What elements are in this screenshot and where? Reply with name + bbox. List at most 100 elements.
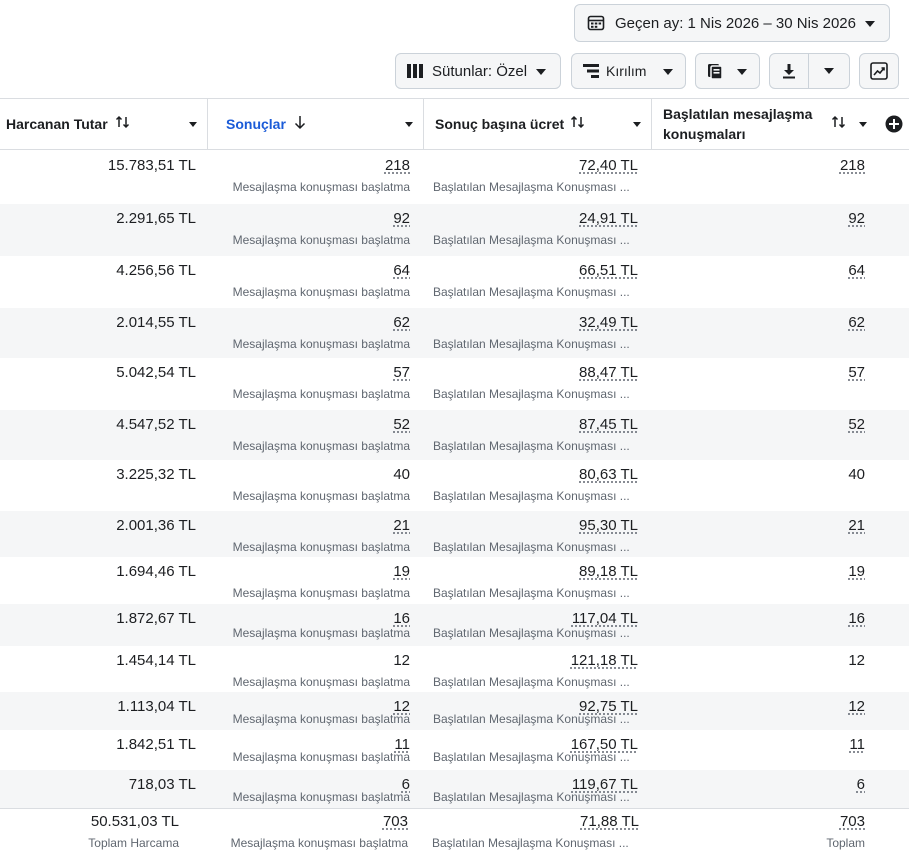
conversations-cell[interactable]: 16 (848, 610, 865, 627)
column-header-cost-per-result[interactable]: Sonuç başına ücret (424, 98, 652, 150)
column-header-conv-line2: konuşmaları (663, 126, 746, 142)
spend-cell: 2.291,65 TL (116, 210, 196, 227)
arrow-down-icon[interactable] (293, 114, 307, 135)
total-results-label: Mesajlaşma konuşması başlatma (230, 836, 408, 850)
results-cell[interactable]: 40 (393, 466, 410, 483)
result-type-cell: Mesajlaşma konuşması başlatma (232, 586, 410, 600)
results-cell[interactable]: 12 (393, 652, 410, 669)
cost-per-result-cell[interactable]: 89,18 TL (579, 563, 638, 580)
conversations-cell[interactable]: 19 (848, 563, 865, 580)
column-header-spend[interactable]: Harcanan Tutar (0, 98, 208, 150)
breakdown-button[interactable]: Kırılım (571, 53, 686, 89)
results-cell[interactable]: 92 (393, 210, 410, 227)
total-cpr[interactable]: 71,88 TL (580, 813, 639, 830)
reports-button[interactable] (695, 53, 760, 89)
cost-per-result-type-cell: Başlatılan Mesajlaşma Konuşması ... (433, 439, 630, 453)
result-type-cell: Mesajlaşma konuşması başlatma (232, 626, 410, 640)
results-cell[interactable]: 6 (401, 776, 410, 793)
date-range-picker[interactable]: Geçen ay: 1 Nis 2026 – 30 Nis 2026 (574, 4, 890, 42)
cost-per-result-cell[interactable]: 88,47 TL (579, 364, 638, 381)
columns-button[interactable]: Sütunlar: Özel (395, 53, 561, 89)
cost-per-result-cell[interactable]: 87,45 TL (579, 416, 638, 433)
cost-per-result-cell[interactable]: 167,50 TL (570, 736, 638, 753)
result-type-cell: Mesajlaşma konuşması başlatma (232, 790, 410, 804)
result-type-cell: Mesajlaşma konuşması başlatma (232, 712, 410, 726)
results-cell[interactable]: 62 (393, 314, 410, 331)
chevron-down-icon[interactable] (633, 122, 641, 127)
cost-per-result-cell[interactable]: 24,91 TL (579, 210, 638, 227)
column-header-cpr-label: Sonuç başına ücret (435, 116, 565, 132)
sort-icon[interactable] (115, 114, 131, 135)
conversations-cell[interactable]: 12 (848, 698, 865, 715)
conversations-cell[interactable]: 218 (839, 157, 865, 174)
cost-per-result-cell[interactable]: 80,63 TL (579, 466, 638, 483)
table-row: 1.694,46 TL 19 Mesajlaşma konuşması başlat… (0, 557, 909, 604)
results-cell[interactable]: 218 (384, 157, 410, 174)
sort-icon[interactable] (570, 114, 586, 135)
results-cell[interactable]: 12 (393, 698, 410, 715)
result-type-cell: Mesajlaşma konuşması başlatma (232, 180, 410, 194)
conversations-cell[interactable]: 40 (848, 466, 865, 483)
results-cell[interactable]: 19 (393, 563, 410, 580)
table-row: 15.783,51 TL 218 Mesajlaşma konuşması başl… (0, 151, 909, 204)
cost-per-result-type-cell: Başlatılan Mesajlaşma Konuşması ... (433, 387, 630, 401)
total-conversations-label: Toplam (826, 836, 865, 850)
conversations-cell[interactable]: 62 (848, 314, 865, 331)
conversations-cell[interactable]: 92 (848, 210, 865, 227)
results-cell[interactable]: 52 (393, 416, 410, 433)
cost-per-result-cell[interactable]: 32,49 TL (579, 314, 638, 331)
cost-per-result-cell[interactable]: 72,40 TL (579, 157, 638, 174)
conversations-cell[interactable]: 64 (848, 262, 865, 279)
conversations-cell[interactable]: 11 (849, 736, 865, 753)
cost-per-result-cell[interactable]: 117,04 TL (571, 610, 638, 627)
chevron-down-icon[interactable] (189, 122, 197, 127)
result-type-cell: Mesajlaşma konuşması başlatma (232, 233, 410, 247)
spend-cell: 1.842,51 TL (116, 736, 196, 753)
results-cell[interactable]: 57 (393, 364, 410, 381)
cost-per-result-cell[interactable]: 121,18 TL (570, 652, 638, 669)
table-row: 3.225,32 TL 40 Mesajlaşma konuşması başlat… (0, 460, 909, 511)
calendar-icon (587, 14, 605, 32)
column-header-results[interactable]: Sonuçlar (208, 98, 424, 150)
column-header-results-label: Sonuçlar (226, 116, 286, 132)
table-row: 1.872,67 TL 16 Mesajlaşma konuşması başlat… (0, 604, 909, 646)
cost-per-result-type-cell: Başlatılan Mesajlaşma Konuşması ... (433, 540, 630, 554)
total-conversations[interactable]: 703 (839, 813, 865, 830)
conversations-cell[interactable]: 57 (848, 364, 865, 381)
cost-per-result-cell[interactable]: 92,75 TL (579, 698, 638, 715)
cost-per-result-type-cell: Başlatılan Mesajlaşma Konuşması ... (433, 626, 630, 640)
table-row: 5.042,54 TL 57 Mesajlaşma konuşması başlat… (0, 358, 909, 410)
add-column-icon[interactable] (885, 115, 903, 138)
total-results[interactable]: 703 (382, 813, 408, 830)
results-cell[interactable]: 11 (394, 736, 410, 753)
column-header-conversations[interactable]: Başlatılan mesajlaşma konuşmaları (652, 98, 909, 150)
cost-per-result-cell[interactable]: 95,30 TL (579, 517, 638, 534)
spend-cell: 4.256,56 TL (116, 262, 196, 279)
result-type-cell: Mesajlaşma konuşması başlatma (232, 387, 410, 401)
cost-per-result-cell[interactable]: 66,51 TL (579, 262, 638, 279)
cost-per-result-type-cell: Başlatılan Mesajlaşma Konuşması ... (433, 712, 630, 726)
conversations-cell[interactable]: 52 (848, 416, 865, 433)
results-cell[interactable]: 16 (393, 610, 410, 627)
chevron-down-icon[interactable] (859, 122, 867, 127)
spend-cell: 1.694,46 TL (116, 563, 196, 580)
cost-per-result-type-cell: Başlatılan Mesajlaşma Konuşması ... (433, 337, 630, 351)
conversations-cell[interactable]: 21 (848, 517, 865, 534)
results-cell[interactable]: 21 (393, 517, 410, 534)
chevron-down-icon[interactable] (405, 122, 413, 127)
charts-button[interactable] (859, 53, 899, 89)
table-row: 1.842,51 TL 11 Mesajlaşma konuşması başlat… (0, 730, 909, 770)
export-button[interactable] (769, 53, 809, 89)
column-header-conv-line1: Başlatılan mesajlaşma (663, 106, 813, 122)
spend-cell: 1.872,67 TL (116, 610, 196, 627)
export-menu-button[interactable] (808, 53, 850, 89)
conversations-cell[interactable]: 12 (848, 652, 865, 669)
cost-per-result-type-cell: Başlatılan Mesajlaşma Konuşması ... (433, 233, 630, 247)
results-cell[interactable]: 64 (393, 262, 410, 279)
totals-row: 50.531,03 TL Toplam Harcama 703 Mesajlaş… (0, 809, 909, 856)
cost-per-result-cell[interactable]: 119,67 TL (571, 776, 638, 793)
conversations-cell[interactable]: 6 (856, 776, 865, 793)
sort-icon[interactable] (831, 114, 847, 135)
table-row: 4.547,52 TL 52 Mesajlaşma konuşması başlat… (0, 410, 909, 460)
chevron-down-icon (737, 69, 747, 75)
